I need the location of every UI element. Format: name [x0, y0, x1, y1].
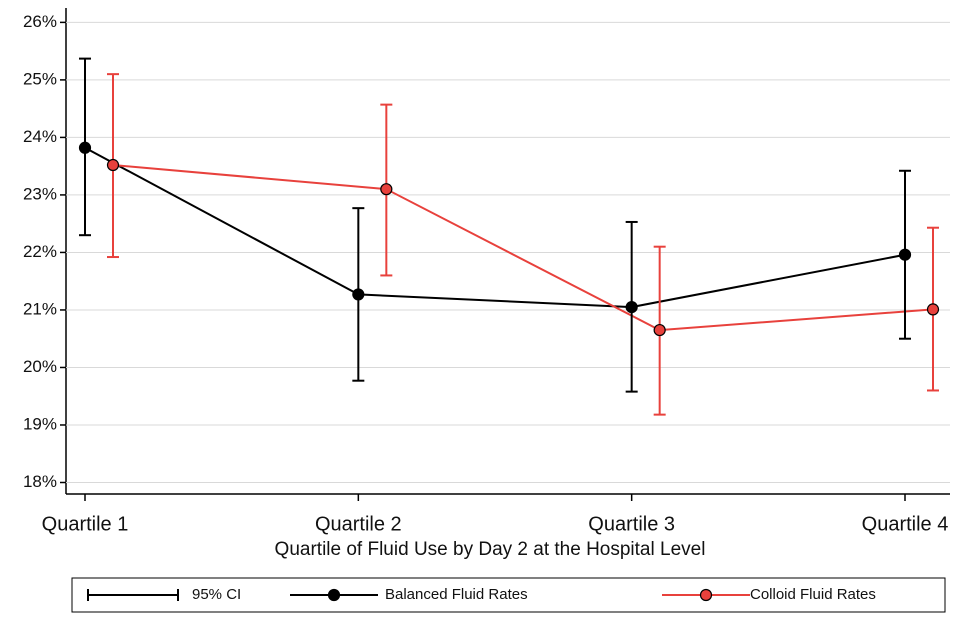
marker: [78, 141, 92, 154]
y-tick-label: 19%: [23, 414, 57, 433]
x-tick-label: Quartile 2: [315, 513, 402, 535]
legend-label: Colloid Fluid Rates: [750, 586, 876, 603]
y-tick-label: 25%: [23, 69, 57, 88]
legend-box: [71, 577, 946, 613]
y-tick-label: 26%: [23, 12, 57, 31]
y-tick-label: 22%: [23, 242, 57, 261]
series-line: [112, 164, 934, 332]
legend-label: Balanced Fluid Rates: [385, 586, 528, 603]
marker: [106, 158, 120, 172]
marker: [653, 323, 666, 337]
marker: [352, 288, 365, 301]
x-tick-label: Quartile 1: [42, 513, 129, 535]
marker: [380, 183, 393, 196]
y-tick-label: 20%: [23, 357, 57, 376]
x-axis-label: Quartile of Fluid Use by Day 2 at the Ho…: [275, 539, 706, 560]
legend-marker: [327, 588, 341, 602]
x-tick-label: Quartile 3: [588, 513, 675, 535]
marker: [625, 300, 638, 314]
legend-marker: [699, 588, 713, 602]
marker: [926, 303, 940, 316]
x-tick-label: Quartile 4: [862, 513, 949, 535]
y-tick-label: 23%: [23, 184, 57, 203]
y-tick-label: 18%: [23, 472, 57, 491]
marker: [898, 248, 912, 261]
y-tick-label: 24%: [23, 127, 57, 146]
series-line: [84, 146, 906, 309]
legend-label: 95% CI: [192, 586, 241, 603]
y-tick-label: 21%: [23, 299, 57, 318]
